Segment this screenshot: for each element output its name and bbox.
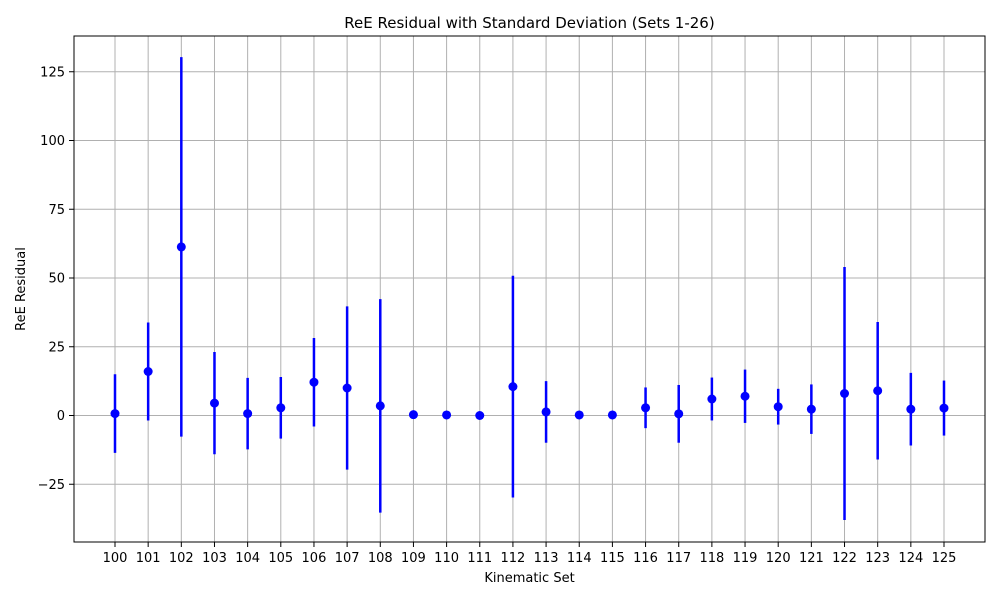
data-point bbox=[508, 382, 518, 392]
data-point bbox=[475, 411, 485, 420]
data-point bbox=[674, 409, 684, 419]
y-tick-label: 25 bbox=[48, 340, 65, 355]
x-tick-label: 105 bbox=[268, 551, 293, 566]
x-tick-label: 118 bbox=[699, 551, 724, 566]
data-point bbox=[906, 404, 916, 414]
data-point bbox=[574, 410, 584, 420]
y-tick-label: 100 bbox=[40, 134, 65, 149]
data-point bbox=[176, 242, 186, 252]
x-tick-label: 100 bbox=[103, 551, 128, 566]
data-point bbox=[541, 407, 551, 417]
data-point bbox=[806, 404, 816, 414]
x-tick-label: 110 bbox=[434, 551, 459, 566]
x-tick-label: 103 bbox=[202, 551, 227, 566]
x-tick-label: 101 bbox=[136, 551, 161, 566]
y-axis-label: ReE Residual bbox=[14, 247, 29, 331]
x-tick-label: 108 bbox=[368, 551, 393, 566]
y-tick-label: −25 bbox=[38, 478, 65, 493]
data-point bbox=[873, 386, 883, 396]
grid bbox=[74, 36, 985, 542]
data-point bbox=[607, 410, 617, 420]
x-tick-label: 112 bbox=[501, 551, 526, 566]
y-tick-label: 50 bbox=[48, 272, 65, 287]
data-point bbox=[641, 403, 651, 413]
x-tick-label: 104 bbox=[235, 551, 260, 566]
data-point bbox=[375, 401, 385, 411]
data-point bbox=[408, 410, 418, 420]
data-point bbox=[143, 367, 153, 376]
x-tick-label: 122 bbox=[832, 551, 857, 566]
data-point bbox=[110, 409, 120, 419]
x-tick-label: 114 bbox=[567, 551, 592, 566]
x-tick-label: 125 bbox=[932, 551, 957, 566]
error-bars bbox=[113, 57, 946, 520]
y-tick-label: 0 bbox=[57, 409, 65, 424]
x-tick-label: 106 bbox=[302, 551, 327, 566]
x-tick-label: 107 bbox=[335, 551, 360, 566]
data-points bbox=[110, 242, 949, 420]
x-tick-label: 113 bbox=[534, 551, 559, 566]
y-tick-label: 75 bbox=[48, 203, 65, 218]
data-point bbox=[209, 398, 219, 408]
x-tick-label: 124 bbox=[898, 551, 923, 566]
x-tick-label: 116 bbox=[633, 551, 658, 566]
x-tick-label: 123 bbox=[865, 551, 890, 566]
x-tick-label: 109 bbox=[401, 551, 426, 566]
data-point bbox=[773, 402, 783, 412]
y-tick-label: 125 bbox=[40, 65, 65, 80]
data-point bbox=[707, 394, 717, 404]
x-tick-label: 102 bbox=[169, 551, 194, 566]
x-tick-label: 115 bbox=[600, 551, 625, 566]
x-tick-label: 117 bbox=[666, 551, 691, 566]
data-point bbox=[309, 377, 319, 387]
x-tick-label: 120 bbox=[766, 551, 791, 566]
chart-title: ReE Residual with Standard Deviation (Se… bbox=[344, 14, 714, 32]
data-point bbox=[342, 383, 352, 393]
data-point bbox=[276, 403, 286, 413]
x-tick-label: 111 bbox=[467, 551, 492, 566]
x-axis-ticks: 100 101 102 103 104 105 106 107 108 109 110 111 112 1… bbox=[103, 542, 957, 566]
x-tick-label: 119 bbox=[733, 551, 758, 566]
plot-frame bbox=[73, 35, 986, 543]
data-point bbox=[840, 389, 850, 398]
data-point bbox=[740, 391, 750, 401]
data-point bbox=[442, 410, 452, 420]
x-tick-label: 121 bbox=[799, 551, 824, 566]
data-point bbox=[939, 403, 949, 413]
x-axis-label: Kinematic Set bbox=[484, 571, 574, 586]
data-point bbox=[243, 409, 253, 419]
y-axis-ticks: −25 0 25 50 75 100 125 bbox=[38, 65, 74, 493]
